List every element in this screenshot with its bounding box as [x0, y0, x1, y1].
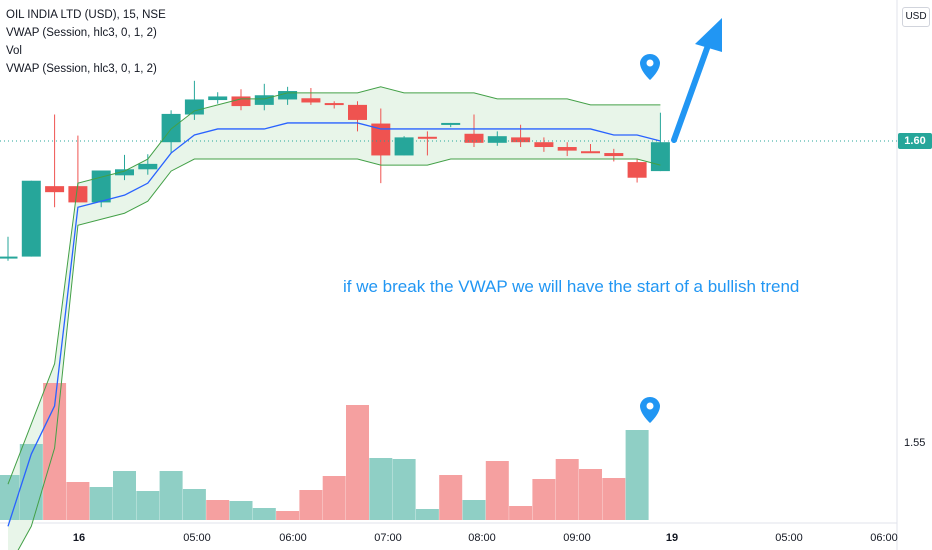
- volume-bar: [182, 489, 206, 520]
- x-tick-label: 06:00: [870, 532, 898, 544]
- chart-legend: OIL INDIA LTD (USD), 15, NSE VWAP (Sessi…: [6, 6, 166, 78]
- candle-body: [115, 169, 134, 176]
- volume-bar: [579, 469, 602, 520]
- symbol-title[interactable]: OIL INDIA LTD (USD), 15, NSE: [6, 9, 166, 21]
- tick-labels: 16 05:00 06:00 07:00 08:00 09:00 19 05:00 06:00 1…: [73, 136, 926, 544]
- volume-label[interactable]: Vol: [6, 45, 22, 57]
- y-tick-label: 1.55: [904, 437, 925, 449]
- candle-body: [68, 186, 88, 203]
- candles: [0, 80, 670, 261]
- x-tick-label: 09:00: [563, 532, 591, 544]
- x-tick-label: 07:00: [374, 532, 402, 544]
- candle-body: [371, 123, 391, 156]
- candle-body: [21, 180, 41, 257]
- x-tick-label: 06:00: [279, 532, 307, 544]
- map-pin-icon[interactable]: [640, 54, 660, 80]
- volume-bar: [276, 511, 300, 520]
- candle-body: [511, 137, 531, 143]
- candle-body: [650, 142, 670, 172]
- volume-bar: [439, 475, 463, 520]
- x-tick-label: 08:00: [468, 532, 496, 544]
- x-tick-label: 19: [666, 532, 678, 544]
- volume-bar: [206, 500, 230, 520]
- candle-body: [627, 162, 647, 178]
- volume-bar: [485, 461, 509, 520]
- volume-bar: [346, 405, 369, 520]
- volume-bar: [66, 482, 90, 520]
- volume-bar: [415, 509, 439, 520]
- arrow-up-icon[interactable]: [671, 18, 722, 143]
- volume-bar: [159, 471, 183, 520]
- axes: [0, 0, 898, 550]
- volume-bar: [509, 506, 533, 520]
- vwap-band-fill: [8, 86, 661, 550]
- volume-bar: [625, 430, 649, 520]
- candle-body: [557, 147, 577, 151]
- chart-annotation[interactable]: if we break the VWAP we will have the st…: [343, 277, 799, 296]
- indicator-label[interactable]: VWAP (Session, hlc3, 0, 1, 2): [6, 27, 157, 39]
- volume-bar: [369, 458, 393, 520]
- volume-bar: [532, 479, 556, 520]
- candle-body: [441, 122, 461, 125]
- volume-bar: [322, 476, 346, 520]
- candle-body: [254, 95, 274, 105]
- x-tick-label: 05:00: [775, 532, 803, 544]
- volume-bar: [252, 508, 276, 520]
- volume-bar: [89, 487, 113, 520]
- candle-body: [231, 96, 251, 107]
- map-pin-icon[interactable]: [640, 397, 660, 423]
- candle-body: [45, 186, 65, 193]
- volume-bar: [136, 491, 160, 520]
- candle-body: [394, 137, 414, 156]
- currency-button[interactable]: USD: [902, 7, 930, 27]
- vwap-lower-band: [17, 158, 661, 550]
- candle-body: [534, 142, 554, 148]
- candle-body: [184, 99, 204, 115]
- volume-bar: [462, 500, 486, 520]
- volume-bar: [602, 478, 626, 520]
- vwap-upper-band: [7, 86, 661, 485]
- x-tick-label: 16: [73, 532, 85, 544]
- candle-body: [208, 96, 228, 101]
- candle-body: [464, 133, 484, 143]
- volume-bars: [0, 383, 649, 520]
- x-tick-label: 05:00: [183, 532, 211, 544]
- volume-bar: [392, 459, 416, 520]
- volume-bar: [299, 490, 323, 520]
- candle-body: [278, 91, 298, 100]
- candle-body: [301, 98, 321, 103]
- candle-body: [581, 151, 600, 154]
- volume-bar: [113, 471, 136, 520]
- volume-bar: [0, 475, 20, 520]
- volume-bar: [19, 444, 43, 520]
- candle-body: [487, 136, 507, 143]
- vwap-bands: [8, 86, 661, 550]
- candle-body: [348, 104, 367, 120]
- vwap-line: [7, 122, 661, 527]
- candle-body: [138, 163, 158, 170]
- volume-bar: [555, 459, 579, 520]
- candle-body: [604, 153, 624, 157]
- candle-body: [0, 256, 18, 259]
- candle-body: [324, 103, 344, 106]
- candle-body: [417, 136, 437, 139]
- volume-bar: [229, 501, 253, 520]
- vwap-lines: [7, 86, 661, 550]
- indicator-label[interactable]: VWAP (Session, hlc3, 0, 1, 2): [6, 63, 157, 75]
- last-price-label: 1.60: [898, 133, 932, 149]
